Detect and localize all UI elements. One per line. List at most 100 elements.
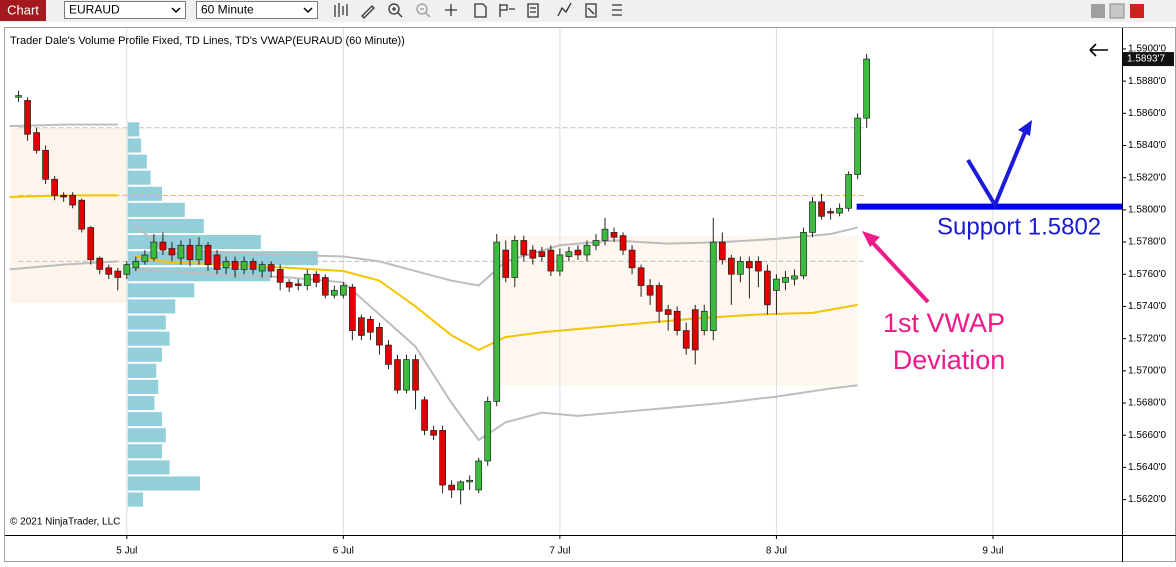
y-tick-label: 1.5740'0	[1128, 301, 1166, 312]
last-price-box	[1123, 52, 1174, 67]
arrow-head	[1018, 120, 1032, 136]
candle-body	[673, 310, 681, 331]
candle-body	[691, 309, 699, 351]
volume-bar	[127, 379, 159, 394]
volume-bar	[127, 331, 170, 346]
candle-body	[294, 283, 302, 286]
volume-bar	[127, 122, 140, 137]
candle-body	[222, 261, 230, 269]
plot: 5 Jul 6 Jul 7 Jul 8 Jul 9 Jul 1.5620'0 1.5640'…	[5, 28, 1176, 562]
window-button[interactable]	[1109, 3, 1125, 19]
volume-bar	[127, 283, 195, 298]
vwap-annotation: 1st VWAP	[883, 308, 1005, 338]
candle-body	[520, 240, 528, 256]
candle-body	[33, 132, 40, 151]
candle-body	[159, 241, 167, 251]
symbol-label[interactable]: EURAUD	[69, 3, 120, 17]
candle-body	[240, 261, 248, 270]
window-close[interactable]	[1130, 4, 1144, 18]
volume-bar	[127, 476, 201, 491]
candle-body	[249, 261, 257, 270]
candle-body	[484, 401, 492, 462]
vwap-annotation: Deviation	[893, 345, 1006, 375]
candle-body	[646, 285, 654, 296]
y-tick-label: 1.5640'0	[1128, 462, 1166, 473]
candle-body	[818, 201, 825, 217]
candle-body	[421, 399, 428, 431]
volume-bar	[127, 315, 166, 330]
pointer-arrow	[870, 240, 930, 304]
candle-body	[773, 278, 780, 291]
candle-body	[619, 235, 627, 251]
interval-label[interactable]: 60 Minute	[201, 3, 254, 17]
candle-body	[664, 309, 672, 315]
y-tick-label: 1.5840'0	[1128, 140, 1166, 151]
candle-body	[303, 273, 311, 286]
candle-body	[610, 232, 618, 238]
dropdown-arrow	[171, 7, 181, 14]
candle-body	[637, 267, 645, 286]
y-tick-label: 1.5860'0	[1128, 108, 1166, 119]
candle-body	[213, 254, 221, 270]
candle-body	[746, 261, 753, 269]
y-tick-label: 1.5680'0	[1128, 398, 1166, 409]
candle-body	[412, 359, 419, 391]
candle-body	[267, 264, 275, 272]
y-tick-label: 1.5820'0	[1128, 172, 1166, 183]
tab-label[interactable]: Chart	[7, 2, 39, 17]
value-area	[10, 128, 130, 303]
y-tick-label: 1.5660'0	[1128, 430, 1166, 441]
chart-tab[interactable]	[0, 0, 46, 21]
candle-body	[312, 273, 320, 283]
candle-body	[60, 195, 67, 198]
support-annotation: Support 1.5802	[937, 213, 1101, 240]
last-price-label: 1.5893'7	[1127, 54, 1165, 65]
candle-body	[583, 244, 591, 256]
interval-select[interactable]	[196, 1, 318, 19]
y-tick-label: 1.5800'0	[1128, 205, 1166, 216]
candle-body	[186, 244, 194, 261]
candle-body	[565, 251, 573, 257]
candle-body	[195, 244, 203, 261]
candle-body	[258, 264, 266, 272]
x-tick-label: 7 Jul	[549, 546, 570, 557]
volume-bar	[127, 460, 170, 475]
candle-body	[736, 261, 744, 275]
candle-body	[367, 318, 374, 333]
volume-bar	[127, 492, 144, 507]
tool-icons[interactable]	[334, 2, 622, 19]
volume-bar	[127, 395, 155, 411]
candle-body	[141, 254, 149, 262]
candle-body	[836, 207, 843, 214]
volume-bar	[127, 428, 166, 443]
candle-body	[204, 244, 212, 265]
candle-body	[682, 330, 690, 349]
candle-body	[764, 270, 771, 306]
candle-body	[854, 117, 861, 175]
candle-body	[105, 267, 113, 275]
candle-body	[809, 201, 816, 233]
x-tick-label: 6 Jul	[333, 546, 354, 557]
x-tick-label: 9 Jul	[982, 546, 1003, 557]
candle-body	[592, 240, 600, 246]
y-tick-label: 1.5620'0	[1128, 494, 1166, 505]
back-arrow[interactable]	[1089, 43, 1108, 57]
candle-body	[385, 344, 392, 365]
candle-body	[791, 275, 798, 280]
candle-body	[132, 261, 140, 269]
candle-body	[502, 249, 510, 278]
volume-bar	[127, 138, 142, 153]
y-tick-label: 1.5720'0	[1128, 333, 1166, 344]
symbol-select[interactable]	[64, 1, 186, 19]
candle-body	[430, 430, 437, 436]
volume-bar	[127, 170, 151, 185]
y-tick-label: 1.5700'0	[1128, 365, 1166, 376]
candle-body	[339, 285, 347, 296]
candle-body	[123, 264, 131, 275]
window-button[interactable]	[1091, 4, 1105, 18]
candle-body	[114, 270, 122, 278]
candle-body	[231, 261, 239, 270]
candle-body	[96, 257, 104, 270]
candle-body	[24, 100, 31, 135]
